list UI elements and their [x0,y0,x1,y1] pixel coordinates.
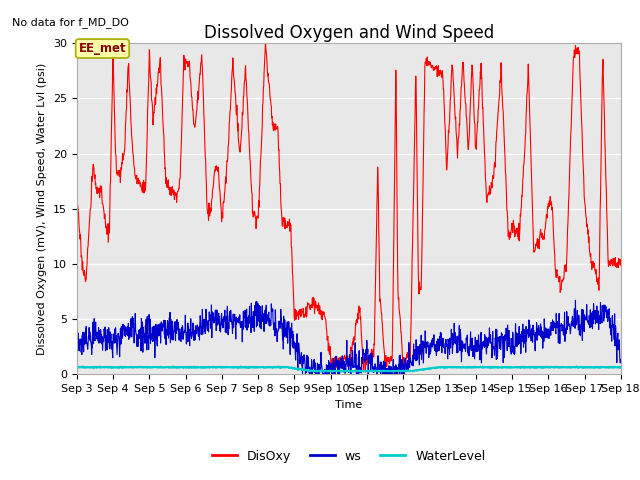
ws [137,348,145,354]
Text: No data for f_MD_DO: No data for f_MD_DO [12,17,129,28]
DisOxy [115,169,123,175]
WaterLevel [304,367,312,373]
ws [304,354,312,360]
ws [617,357,625,362]
DisOxy [304,301,312,307]
X-axis label: Time: Time [335,400,362,409]
Legend: DisOxy, ws, WaterLevel: DisOxy, ws, WaterLevel [207,444,491,468]
Text: EE_met: EE_met [79,42,126,55]
ws [572,298,579,303]
WaterLevel [325,369,333,374]
DisOxy [325,348,333,353]
Line: DisOxy: DisOxy [77,39,621,373]
DisOxy [617,262,625,268]
ws [383,366,390,372]
DisOxy [383,355,391,361]
WaterLevel [316,368,323,373]
ws [325,368,333,374]
WaterLevel [275,363,282,369]
DisOxy [328,371,335,376]
WaterLevel [383,368,391,374]
Line: ws: ws [77,300,621,374]
WaterLevel [340,369,348,374]
Y-axis label: Dissolved Oxygen (mV), Wind Speed, Water Lvl (psi): Dissolved Oxygen (mV), Wind Speed, Water… [37,63,47,355]
Line: WaterLevel: WaterLevel [77,366,621,372]
WaterLevel [137,364,145,370]
WaterLevel [115,365,123,371]
Title: Dissolved Oxygen and Wind Speed: Dissolved Oxygen and Wind Speed [204,24,494,42]
ws [115,334,123,339]
DisOxy [137,183,145,189]
WaterLevel [617,364,625,370]
ws [316,361,323,367]
WaterLevel [73,365,81,371]
DisOxy [262,36,269,42]
ws [301,372,309,377]
ws [73,350,81,356]
DisOxy [316,311,323,317]
DisOxy [73,194,81,200]
